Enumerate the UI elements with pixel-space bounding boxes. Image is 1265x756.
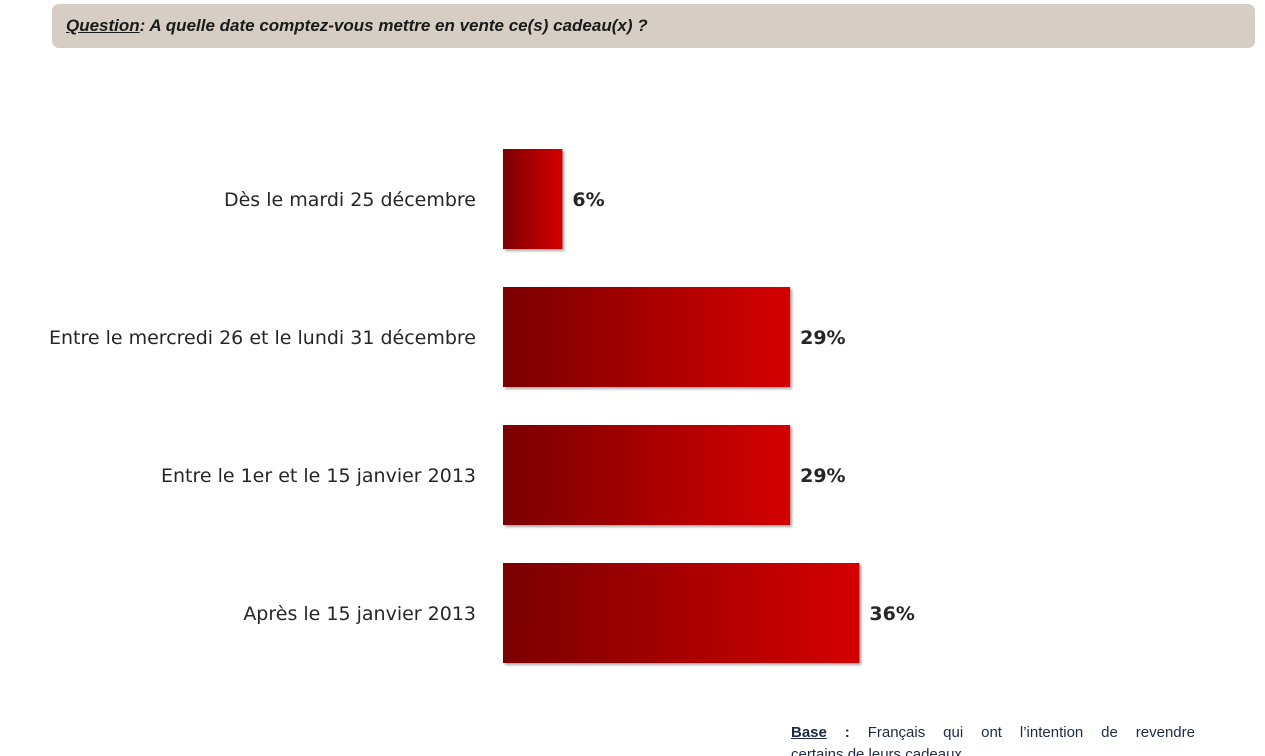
category-label: Entre le mercredi 26 et le lundi 31 déce… — [49, 327, 476, 349]
category-label: Entre le 1er et le 15 janvier 2013 — [161, 465, 476, 487]
bar — [503, 149, 563, 249]
category-label: Dès le mardi 25 décembre — [224, 189, 476, 211]
value-label: 36% — [869, 603, 914, 625]
base-label: Base — [791, 724, 827, 741]
question-banner: Question : A quelle date comptez-vous me… — [52, 4, 1255, 48]
base-separator: : — [826, 724, 850, 741]
bar — [503, 563, 860, 663]
bar — [503, 425, 791, 525]
base-text-line1: Français qui ont l’intention de revendre — [867, 724, 1195, 741]
base-text-line2: certains de leurs cadeaux — [791, 746, 962, 756]
value-label: 29% — [800, 327, 845, 349]
category-label: Après le 15 janvier 2013 — [243, 603, 476, 625]
bar — [503, 287, 791, 387]
question-label: Question — [66, 16, 140, 35]
value-label: 6% — [572, 189, 604, 211]
question-text: : A quelle date comptez-vous mettre en v… — [139, 16, 648, 35]
base-note: Base : Français qui ont l’intention de r… — [791, 722, 1195, 756]
value-label: 29% — [800, 465, 845, 487]
